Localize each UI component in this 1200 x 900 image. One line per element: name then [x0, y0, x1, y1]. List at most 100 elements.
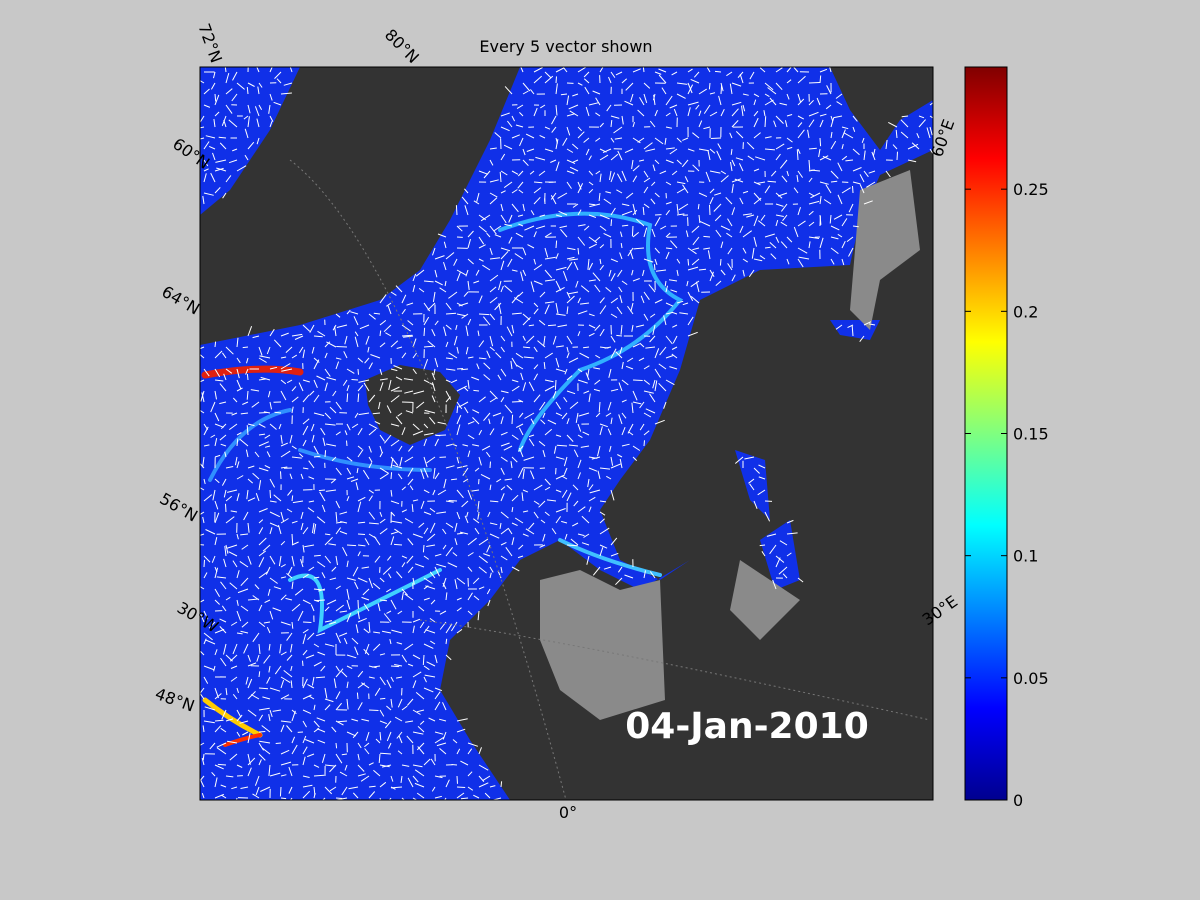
- vector: [225, 516, 235, 524]
- vector: [654, 419, 665, 425]
- vector: [339, 511, 348, 515]
- vector: [929, 115, 933, 119]
- vector: [223, 373, 227, 381]
- vector: [394, 664, 403, 667]
- vector: [769, 97, 777, 106]
- vector: [214, 379, 224, 382]
- vector: [709, 92, 716, 95]
- vector: [274, 411, 282, 414]
- vector: [500, 153, 506, 161]
- vector: [279, 643, 282, 654]
- vector: [346, 423, 351, 431]
- vector: [540, 419, 546, 425]
- vector: [595, 354, 601, 359]
- vector: [577, 126, 583, 132]
- vector: [297, 610, 304, 622]
- colorbar-tick-label: 0.15: [1013, 425, 1049, 444]
- vector: [467, 434, 475, 440]
- vector: [523, 456, 535, 461]
- vector: [225, 495, 233, 502]
- vector: [423, 456, 428, 468]
- vector: [599, 544, 608, 549]
- vector: [753, 197, 762, 205]
- vector: [236, 764, 243, 768]
- vector: [335, 665, 340, 672]
- vector: [500, 397, 505, 403]
- vector: [786, 170, 789, 177]
- vector: [380, 752, 392, 755]
- vector: [317, 561, 326, 568]
- vector: [482, 775, 491, 782]
- vector: [720, 269, 726, 276]
- vector: [709, 148, 716, 154]
- vector: [423, 665, 430, 671]
- vector: [489, 286, 497, 293]
- vector: [851, 325, 854, 337]
- vector: [508, 214, 513, 223]
- vector: [224, 451, 227, 458]
- vector: [264, 464, 271, 469]
- vector: [514, 253, 524, 260]
- vector: [415, 692, 425, 700]
- vector: [214, 412, 220, 422]
- vector: [220, 727, 227, 733]
- vector: [603, 566, 612, 570]
- vector: [324, 698, 334, 703]
- vector: [437, 489, 447, 496]
- vector: [553, 445, 557, 454]
- vector: [401, 427, 406, 436]
- vector: [649, 571, 656, 579]
- vector: [247, 478, 254, 484]
- vector: [518, 447, 524, 458]
- vector: [599, 67, 604, 73]
- vector: [608, 269, 612, 277]
- vector: [841, 187, 851, 194]
- vector: [247, 654, 251, 662]
- vector: [519, 137, 524, 147]
- vector: [577, 459, 582, 469]
- vector: [511, 134, 520, 139]
- vector: [575, 412, 579, 423]
- vector: [379, 577, 385, 583]
- vector: [682, 137, 689, 141]
- vector: [412, 352, 418, 359]
- vector: [258, 671, 261, 678]
- vector: [819, 137, 822, 147]
- vector: [672, 324, 678, 328]
- vector: [489, 192, 498, 198]
- vector: [580, 445, 590, 448]
- vector: [286, 508, 293, 513]
- vector: [555, 286, 565, 293]
- vector: [368, 522, 379, 525]
- vector: [444, 797, 447, 800]
- vector: [434, 269, 438, 278]
- vector: [522, 510, 529, 513]
- vector: [335, 527, 342, 535]
- vector: [258, 707, 270, 711]
- vector: [544, 478, 551, 486]
- vector: [599, 467, 611, 470]
- vector: [591, 456, 601, 460]
- vector: [434, 731, 444, 735]
- vector: [544, 75, 554, 84]
- vector: [687, 101, 699, 106]
- vector: [243, 511, 249, 521]
- vector: [300, 559, 304, 568]
- vector: [533, 308, 539, 315]
- vector: [522, 269, 527, 277]
- vector: [372, 582, 381, 590]
- vector: [599, 154, 609, 161]
- vector: [254, 775, 260, 786]
- vector: [830, 180, 838, 183]
- vector: [518, 291, 524, 297]
- vector: [819, 181, 829, 185]
- vector: [263, 411, 271, 414]
- vector: [659, 346, 667, 356]
- vector: [504, 223, 513, 227]
- vector: [245, 368, 249, 375]
- vector: [236, 357, 241, 364]
- vector: [400, 775, 403, 783]
- vector: [654, 299, 663, 304]
- vector: [280, 621, 291, 626]
- vector: [364, 748, 370, 755]
